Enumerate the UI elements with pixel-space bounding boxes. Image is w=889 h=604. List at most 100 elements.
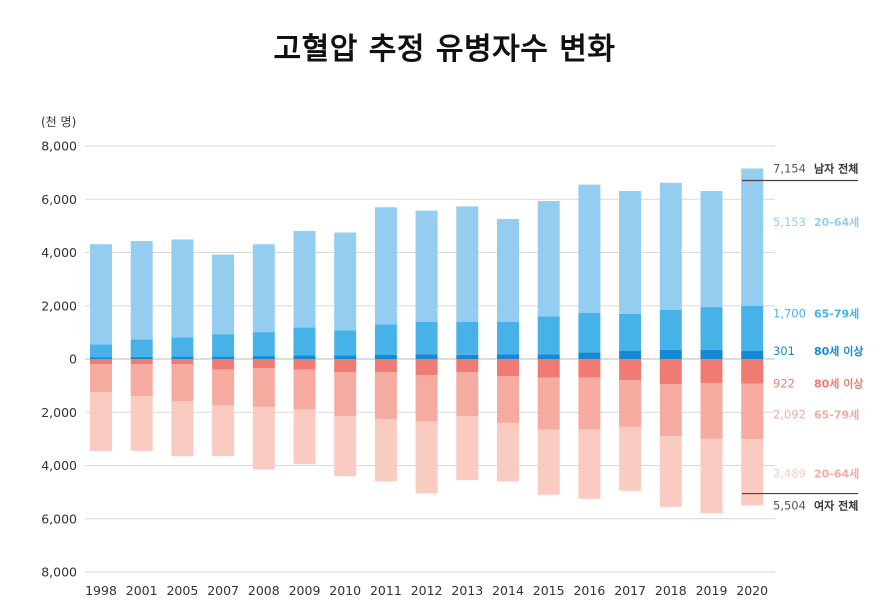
x-tick-label: 2015 [533, 583, 565, 598]
bar-female-segment [578, 429, 601, 499]
bar-male-segment [619, 313, 642, 352]
bar-male-segment [497, 321, 519, 355]
bar-female-segment [334, 416, 357, 477]
y-tick-label: 0 [69, 352, 77, 367]
bar-male-segment [130, 356, 153, 359]
x-tick-label: 2009 [289, 583, 321, 598]
x-tick-label: 2010 [329, 583, 361, 598]
bar-male-segment [415, 354, 438, 359]
bar-male-segment [252, 244, 275, 333]
bar-male-segment [252, 332, 275, 357]
bar-female-segment [212, 369, 235, 406]
x-tick-label: 2008 [248, 583, 280, 598]
bar-male-segment [171, 239, 194, 338]
x-tick-label: 2018 [655, 583, 687, 598]
bar-female-segment [334, 372, 357, 417]
bar-male-segment [374, 324, 397, 356]
annotation-label: 65-79세 [814, 408, 859, 422]
bar-female-segment [497, 376, 519, 423]
bar-male-segment [537, 201, 560, 317]
annotation-value: 1,700 [773, 307, 806, 321]
bar-male-segment [334, 330, 357, 356]
bar-female-segment [415, 421, 438, 494]
bar-male-segment [659, 182, 682, 310]
bar-male-segment [619, 351, 642, 359]
annotation-label: 남자 전체 [814, 162, 858, 176]
y-axis-unit-label: (천 명) [41, 115, 77, 129]
bar-male-segment [212, 254, 235, 335]
x-tick-label: 2012 [411, 583, 443, 598]
bar-male-segment [415, 321, 438, 355]
bar-female-segment [334, 359, 357, 373]
bar-female-segment [212, 405, 235, 457]
bar-female-segment [497, 359, 519, 377]
annotation-value: 5,504 [773, 499, 806, 513]
bar-female-segment [619, 426, 642, 491]
bar-male-segment [700, 349, 723, 359]
bar-male-segment [659, 309, 682, 350]
bar-female-segment [130, 364, 153, 397]
annotation-label: 65-79세 [814, 307, 859, 321]
y-tick-label: 4,000 [41, 245, 77, 260]
x-tick-label: 2019 [696, 583, 728, 598]
annotation-value: 922 [773, 377, 795, 391]
annotation-value: 2,092 [773, 408, 806, 422]
x-tick-label: 2014 [492, 583, 524, 598]
bar-male-segment [212, 334, 235, 357]
bar-male-segment [578, 312, 601, 353]
y-tick-label: 6,000 [41, 511, 77, 526]
bar-male-segment [374, 207, 397, 325]
x-tick-label: 2001 [126, 583, 158, 598]
y-tick-label: 6,000 [41, 192, 77, 207]
bar-female-segment [374, 418, 397, 482]
annotation-value: 5,153 [773, 215, 806, 229]
bar-female-segment [537, 377, 560, 430]
bar-male-segment [293, 230, 316, 328]
bar-female-segment [578, 359, 601, 378]
x-tick-label: 2020 [736, 583, 768, 598]
bar-female-segment [537, 359, 560, 378]
x-tick-label: 2011 [370, 583, 402, 598]
bar-female-segment [293, 359, 316, 370]
bar-male-segment [90, 244, 112, 345]
bar-female-segment [252, 359, 275, 369]
bar-male-segment [578, 184, 601, 313]
bar-female-segment [130, 359, 153, 365]
bar-female-segment [700, 359, 723, 383]
y-tick-label: 8,000 [41, 565, 77, 580]
annotation-value: 2,489 [773, 466, 806, 480]
bar-female-segment [171, 364, 194, 402]
annotation-value: 7,154 [773, 162, 806, 176]
bar-female-segment [252, 368, 275, 407]
bar-male-segment [252, 356, 275, 359]
bar-male-segment [293, 355, 316, 359]
bar-male-segment [741, 305, 764, 351]
bar-male-segment [334, 355, 357, 359]
bar-female-segment [171, 359, 194, 365]
y-tick-label: 2,000 [41, 298, 77, 313]
bar-female-segment [497, 422, 519, 482]
y-tick-label: 8,000 [41, 139, 77, 154]
x-tick-label: 2013 [451, 583, 483, 598]
y-tick-label: 4,000 [41, 458, 77, 473]
bar-male-segment [659, 349, 682, 359]
bar-male-segment [293, 327, 316, 356]
bar-female-segment [90, 359, 112, 365]
bar-female-segment [456, 416, 479, 481]
bar-male-segment [90, 357, 112, 359]
bar-female-segment [700, 382, 723, 439]
bar-male-segment [578, 352, 601, 359]
bar-male-segment [619, 190, 642, 314]
annotation-label: 20-64세 [814, 466, 859, 480]
bar-female-segment [700, 438, 723, 514]
bar-male-segment [212, 356, 235, 359]
bar-male-segment [741, 350, 764, 359]
bar-female-segment [659, 384, 682, 437]
annotation-label: 20-64세 [814, 215, 859, 229]
bar-female-segment [456, 372, 479, 417]
bar-male-segment [334, 232, 357, 331]
bar-male-segment [171, 356, 194, 359]
bar-male-segment [537, 354, 560, 359]
x-tick-label: 2005 [166, 583, 198, 598]
